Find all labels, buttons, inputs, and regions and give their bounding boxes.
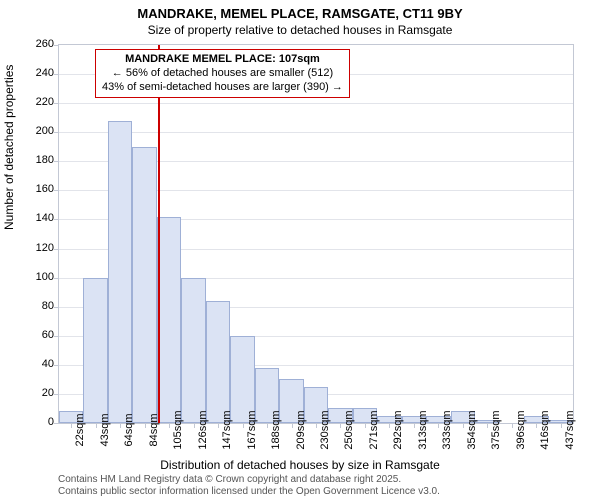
x-tick [267, 423, 268, 428]
x-tick-label: 126sqm [197, 410, 209, 449]
annotation-line2: 43% of semi-detached houses are larger (… [102, 81, 343, 95]
x-tick-label: 250sqm [343, 410, 355, 449]
histogram-bar [157, 217, 181, 423]
histogram-bar [83, 278, 107, 423]
x-tick [218, 423, 219, 428]
y-tick [54, 249, 59, 250]
x-tick-label: 437sqm [564, 410, 576, 449]
y-tick [54, 161, 59, 162]
x-tick [243, 423, 244, 428]
x-tick [292, 423, 293, 428]
x-tick [71, 423, 72, 428]
x-tick-label: 22sqm [74, 413, 86, 446]
y-tick [54, 336, 59, 337]
x-tick-label: 333sqm [441, 410, 453, 449]
y-tick-label: 80 [24, 300, 54, 312]
y-tick [54, 132, 59, 133]
x-tick [194, 423, 195, 428]
x-tick [389, 423, 390, 428]
x-tick [512, 423, 513, 428]
y-tick-label: 60 [24, 329, 54, 341]
x-tick [340, 423, 341, 428]
y-tick-label: 40 [24, 358, 54, 370]
x-tick-label: 64sqm [123, 413, 135, 446]
histogram-bar [108, 121, 132, 423]
x-tick-label: 209sqm [295, 410, 307, 449]
x-tick [561, 423, 562, 428]
x-tick-label: 396sqm [515, 410, 527, 449]
credits-line1: Contains HM Land Registry data © Crown c… [58, 474, 440, 486]
x-tick [438, 423, 439, 428]
y-tick-label: 260 [24, 38, 54, 50]
y-tick-label: 20 [24, 387, 54, 399]
y-tick-label: 200 [24, 125, 54, 137]
x-tick [487, 423, 488, 428]
y-tick [54, 219, 59, 220]
annotation-line1: ← 56% of detached houses are smaller (51… [102, 67, 343, 81]
y-tick-label: 220 [24, 96, 54, 108]
x-tick [365, 423, 366, 428]
y-tick-label: 120 [24, 242, 54, 254]
chart-plot-area: MANDRAKE MEMEL PLACE: 107sqm← 56% of det… [58, 44, 574, 424]
x-tick-label: 188sqm [270, 410, 282, 449]
x-tick-label: 147sqm [221, 410, 233, 449]
page-title: MANDRAKE, MEMEL PLACE, RAMSGATE, CT11 9B… [0, 6, 600, 21]
histogram-bar [181, 278, 205, 423]
gridline [59, 132, 573, 133]
y-tick [54, 103, 59, 104]
x-tick [316, 423, 317, 428]
y-tick [54, 307, 59, 308]
y-tick [54, 278, 59, 279]
x-tick-label: 416sqm [539, 410, 551, 449]
credits: Contains HM Land Registry data © Crown c… [58, 474, 440, 498]
annotation-box: MANDRAKE MEMEL PLACE: 107sqm← 56% of det… [95, 49, 350, 98]
marker-line [158, 45, 160, 423]
y-tick-label: 240 [24, 67, 54, 79]
x-tick-label: 43sqm [99, 413, 111, 446]
x-tick-label: 84sqm [148, 413, 160, 446]
y-tick-label: 0 [24, 416, 54, 428]
y-tick [54, 74, 59, 75]
x-tick-label: 230sqm [319, 410, 331, 449]
x-tick [169, 423, 170, 428]
y-tick [54, 190, 59, 191]
x-tick [414, 423, 415, 428]
x-tick-label: 167sqm [246, 410, 258, 449]
y-tick [54, 45, 59, 46]
x-tick-label: 313sqm [417, 410, 429, 449]
y-tick [54, 365, 59, 366]
histogram-bar [206, 301, 230, 423]
x-tick [145, 423, 146, 428]
x-tick-label: 105sqm [172, 410, 184, 449]
x-tick [120, 423, 121, 428]
x-axis-label: Distribution of detached houses by size … [0, 458, 600, 472]
y-tick [54, 394, 59, 395]
x-tick [96, 423, 97, 428]
y-tick-label: 160 [24, 183, 54, 195]
y-tick-label: 140 [24, 212, 54, 224]
y-tick [54, 423, 59, 424]
gridline [59, 103, 573, 104]
x-tick-label: 271sqm [368, 410, 380, 449]
y-axis-label: Number of detached properties [2, 65, 16, 230]
x-tick [536, 423, 537, 428]
x-tick-label: 375sqm [490, 410, 502, 449]
x-tick [463, 423, 464, 428]
y-tick-label: 100 [24, 271, 54, 283]
page-subtitle: Size of property relative to detached ho… [0, 23, 600, 37]
y-tick-label: 180 [24, 154, 54, 166]
annotation-title: MANDRAKE MEMEL PLACE: 107sqm [102, 53, 343, 67]
x-tick-label: 354sqm [466, 410, 478, 449]
x-tick-label: 292sqm [392, 410, 404, 449]
histogram-bar [132, 147, 156, 423]
credits-line2: Contains public sector information licen… [58, 486, 440, 498]
